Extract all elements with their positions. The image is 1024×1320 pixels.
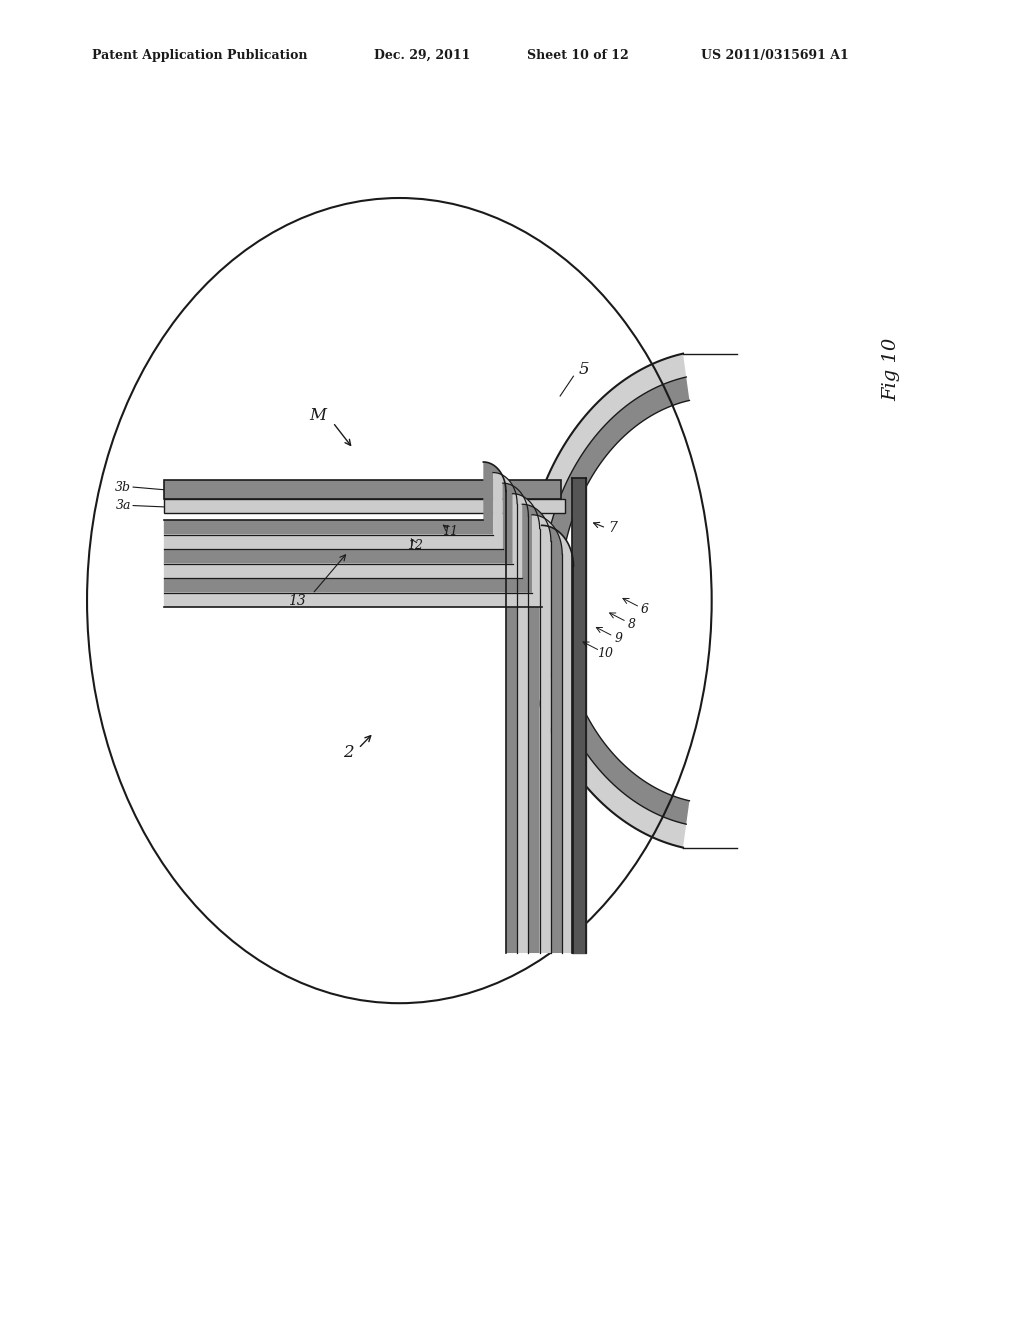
Text: 3b: 3b [115,480,131,494]
Text: 10: 10 [597,647,613,660]
Polygon shape [522,354,686,847]
Text: Dec. 29, 2011: Dec. 29, 2011 [374,49,470,62]
Text: M: M [309,408,326,424]
Text: Patent Application Publication: Patent Application Publication [92,49,307,62]
Text: 12: 12 [407,539,423,552]
Polygon shape [164,473,528,953]
Text: 3a: 3a [116,499,131,512]
Text: Fig 10: Fig 10 [882,338,900,401]
Text: 9: 9 [614,632,623,645]
Polygon shape [164,483,540,953]
Text: 2: 2 [343,744,353,760]
Text: US 2011/0315691 A1: US 2011/0315691 A1 [701,49,849,62]
Polygon shape [164,504,562,953]
Text: 5: 5 [579,362,589,378]
Text: 7: 7 [608,521,616,535]
Polygon shape [164,480,561,499]
Polygon shape [164,499,565,513]
Polygon shape [164,462,517,953]
Polygon shape [541,378,689,824]
Polygon shape [164,494,551,953]
Text: Sheet 10 of 12: Sheet 10 of 12 [527,49,629,62]
Polygon shape [164,515,573,953]
Text: 8: 8 [628,618,636,631]
Text: 11: 11 [442,525,459,539]
Text: 6: 6 [641,603,649,616]
Text: 13: 13 [288,594,306,607]
